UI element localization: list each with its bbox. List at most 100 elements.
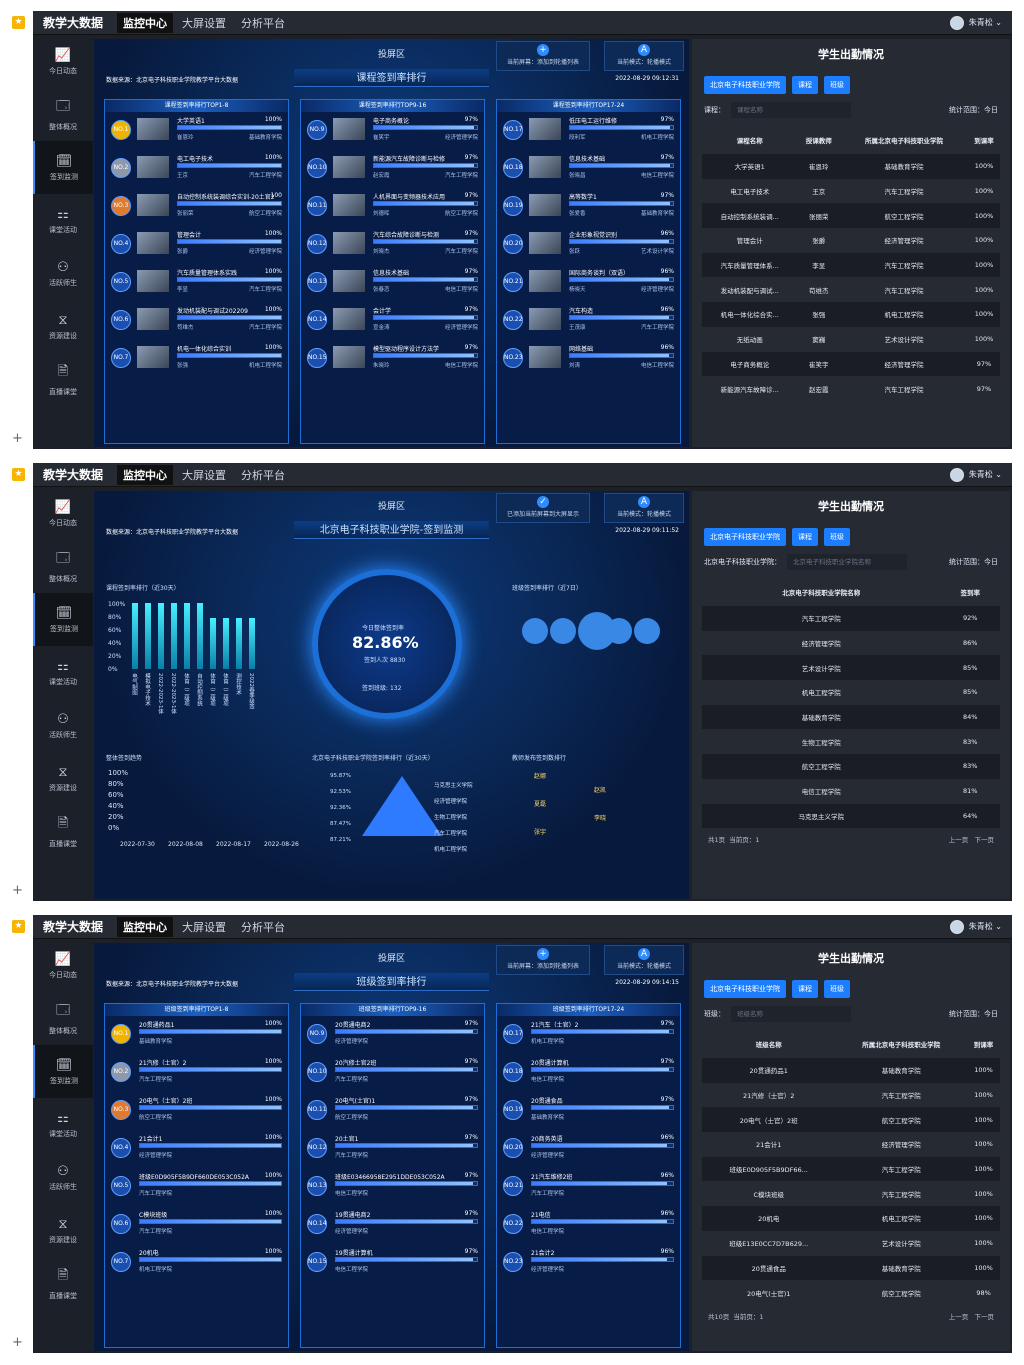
ranking-row[interactable]: NO.20 20商务英语 96% 经济管理学院: [497, 1130, 680, 1168]
sidebar-item-3[interactable]: ⚏ 课堂活动: [33, 194, 93, 247]
sidebar-item-5[interactable]: ⧖ 资源建设: [33, 1204, 93, 1257]
filter-button-2[interactable]: 班级: [824, 528, 850, 546]
filter-button-1[interactable]: 课程: [792, 528, 818, 546]
ranking-row[interactable]: NO.3 自动控制系统装调综合实训-20土官2 100 张丽荣 航空工程学院: [105, 188, 288, 226]
ranking-row[interactable]: NO.14 会计学 97% 宣金涛 经济管理学院: [301, 302, 484, 340]
search-input[interactable]: 班级名称: [731, 1006, 851, 1022]
ranking-row[interactable]: NO.11 20电气(士官)1 97% 航空工程学院: [301, 1092, 484, 1130]
table-row[interactable]: 电信工程学院 81%: [702, 779, 1000, 804]
ranking-row[interactable]: NO.1 大学英语1 100% 崔恩玲 基础教育学院: [105, 112, 288, 150]
filter-button-0[interactable]: 北京电子科技职业学院: [704, 980, 786, 998]
table-row[interactable]: 管理会计 张爵 经济管理学院 100%: [702, 228, 1000, 253]
table-row[interactable]: 大学英语1 崔恩玲 基础教育学院 100%: [702, 154, 1000, 179]
ranking-row[interactable]: NO.4 21会计1 100% 经济管理学院: [105, 1130, 288, 1168]
table-row[interactable]: 无纸动画 窦巍 艺术设计学院 100%: [702, 327, 1000, 352]
sidebar-item-0[interactable]: 📈 今日动态: [33, 35, 93, 88]
table-row[interactable]: 自动控制系统装调... 张丽荣 航空工程学院 100%: [702, 203, 1000, 229]
table-row[interactable]: 经济管理学院 86%: [702, 631, 1000, 656]
add-icon[interactable]: +: [12, 1335, 23, 1350]
sidebar-item-5[interactable]: ⧖ 资源建设: [33, 752, 93, 805]
table-row[interactable]: 航空工程学院 83%: [702, 754, 1000, 779]
mode-button[interactable]: A 当前模式：轮播模式: [604, 945, 684, 975]
ranking-row[interactable]: NO.22 21电信 96% 电信工程学院: [497, 1206, 680, 1244]
search-input[interactable]: 课程名称: [731, 102, 851, 118]
next-page-button[interactable]: 下一页: [974, 1312, 995, 1321]
sidebar-item-1[interactable]: 🗔 整体概况: [33, 540, 93, 593]
table-row[interactable]: 20贯通食品 基础教育学院 100%: [702, 1255, 1000, 1281]
tab-1[interactable]: 大屏设置: [182, 920, 227, 934]
ranking-row[interactable]: NO.1 20贯通药品1 100% 基础教育学院: [105, 1016, 288, 1054]
add-icon[interactable]: +: [12, 431, 23, 446]
table-row[interactable]: 21汽修（士官）2 汽车工程学院 100%: [702, 1083, 1000, 1108]
ranking-row[interactable]: NO.10 20汽修士官2班 97% 汽车工程学院: [301, 1054, 484, 1092]
ranking-row[interactable]: NO.5 班级E0D905F5B9DF660DE053C052A8C0F79D 10…: [105, 1168, 288, 1206]
user-menu[interactable]: 朱青松 ⌄: [949, 467, 1002, 482]
ranking-row[interactable]: NO.13 信息技术基础 97% 张春恋 电信工程学院: [301, 264, 484, 302]
sidebar-item-3[interactable]: ⚏ 课堂活动: [33, 1098, 93, 1151]
ranking-row[interactable]: NO.5 汽车质量管理体系实践 100% 李显 汽车工程学院: [105, 264, 288, 302]
table-row[interactable]: 20电气（士官）2班 航空工程学院 100%: [702, 1107, 1000, 1133]
ranking-row[interactable]: NO.6 发动机装配与调试202209 100% 苟维杰 汽车工程学院: [105, 302, 288, 340]
mode-button[interactable]: A 当前模式：轮播模式: [604, 41, 684, 71]
table-row[interactable]: 新能源汽车故障诊... 赵宏霞 汽车工程学院 97%: [702, 376, 1000, 401]
tab-2[interactable]: 分析平台: [241, 468, 286, 482]
sidebar-item-4[interactable]: ⚇ 活跃师生: [33, 699, 93, 752]
user-menu[interactable]: 朱青松 ⌄: [949, 15, 1002, 30]
favorite-star-icon[interactable]: ★: [12, 16, 25, 29]
filter-button-0[interactable]: 北京电子科技职业学院: [704, 76, 786, 94]
sidebar-item-2[interactable]: 🗓 签到监测: [33, 141, 93, 194]
ranking-row[interactable]: NO.14 19贯通电商2 97% 经济管理学院: [301, 1206, 484, 1244]
add-screen-button[interactable]: + 当前屏幕：添加到轮播列表: [496, 945, 590, 975]
table-row[interactable]: 生物工程学院 83%: [702, 729, 1000, 754]
ranking-row[interactable]: NO.9 电子商务概论 97% 崔笑宇 经济管理学院: [301, 112, 484, 150]
user-menu[interactable]: 朱青松 ⌄: [949, 919, 1002, 934]
table-row[interactable]: 发动机装配与调试... 苟维杰 汽车工程学院 100%: [702, 277, 1000, 302]
table-row[interactable]: 班级E13E0CC7D7B629... 艺术设计学院 100%: [702, 1231, 1000, 1256]
sidebar-item-6[interactable]: 🗎 直播课堂: [33, 1257, 93, 1310]
ranking-row[interactable]: NO.23 网络基础 96% 刘涛 电信工程学院: [497, 340, 680, 378]
ranking-row[interactable]: NO.2 电工电子技术 100% 王京 汽车工程学院: [105, 150, 288, 188]
prev-page-button[interactable]: 上一页: [948, 836, 969, 845]
favorite-star-icon[interactable]: ★: [12, 468, 25, 481]
add-screen-button[interactable]: ✓ 已添加当前屏幕到大屏显示: [496, 493, 590, 523]
sidebar-item-4[interactable]: ⚇ 活跃师生: [33, 247, 93, 300]
table-row[interactable]: 机电工程学院 85%: [702, 680, 1000, 705]
sidebar-item-5[interactable]: ⧖ 资源建设: [33, 300, 93, 353]
sidebar-item-1[interactable]: 🗔 整体概况: [33, 88, 93, 141]
ranking-row[interactable]: NO.13 班级E03466958E2951DDE053C052A8C00822 9…: [301, 1168, 484, 1206]
mode-button[interactable]: A 当前模式：轮播模式: [604, 493, 684, 523]
tab-1[interactable]: 大屏设置: [182, 468, 227, 482]
ranking-row[interactable]: NO.7 20机电 100% 机电工程学院: [105, 1244, 288, 1282]
filter-button-2[interactable]: 班级: [824, 980, 850, 998]
ranking-row[interactable]: NO.2 21汽修（士官）2 100% 汽车工程学院: [105, 1054, 288, 1092]
table-row[interactable]: 20电气(士官)1 航空工程学院 98%: [702, 1280, 1000, 1305]
add-icon[interactable]: +: [12, 883, 23, 898]
table-row[interactable]: 电子商务概论 崔笑宇 经济管理学院 97%: [702, 351, 1000, 377]
table-row[interactable]: 20机电 机电工程学院 100%: [702, 1206, 1000, 1231]
table-row[interactable]: 20贯通药品1 基础教育学院 100%: [702, 1058, 1000, 1083]
ranking-row[interactable]: NO.18 20贯通计算机 97% 电信工程学院: [497, 1054, 680, 1092]
table-row[interactable]: C模块班级 汽车工程学院 100%: [702, 1181, 1000, 1206]
ranking-row[interactable]: NO.15 模型驱动程序设计方法学 97% 朱晓玲 电信工程学院: [301, 340, 484, 378]
ranking-row[interactable]: NO.11 人机界面与变频器技术应用 97% 刘德晖 航空工程学院: [301, 188, 484, 226]
sidebar-item-2[interactable]: 🗓 签到监测: [33, 593, 93, 646]
sidebar-item-6[interactable]: 🗎 直播课堂: [33, 353, 93, 406]
table-row[interactable]: 汽车质量管理体系... 李显 汽车工程学院 100%: [702, 252, 1000, 278]
favorite-star-icon[interactable]: ★: [12, 920, 25, 933]
ranking-row[interactable]: NO.20 企业形象视觉识别 96% 张跃 艺术设计学院: [497, 226, 680, 264]
table-row[interactable]: 21会计1 经济管理学院 100%: [702, 1132, 1000, 1157]
ranking-row[interactable]: NO.12 汽车综合故障诊断与检测 97% 刘晓杰 汽车工程学院: [301, 226, 484, 264]
ranking-row[interactable]: NO.18 信息技术基础 97% 张晓昌 电信工程学院: [497, 150, 680, 188]
tab-0[interactable]: 监控中心: [117, 464, 174, 485]
ranking-row[interactable]: NO.21 国际商务谈判（双语） 96% 杨晓天 经济管理学院: [497, 264, 680, 302]
ranking-row[interactable]: NO.17 低压电工运行维修 97% 段利军 机电工程学院: [497, 112, 680, 150]
ranking-row[interactable]: NO.12 20土官1 97% 汽车工程学院: [301, 1130, 484, 1168]
ranking-row[interactable]: NO.3 20电气（士官）2班 100% 航空工程学院: [105, 1092, 288, 1130]
prev-page-button[interactable]: 上一页: [948, 1312, 969, 1321]
ranking-row[interactable]: NO.10 新能源汽车故障诊断与检修 97% 赵宏霞 汽车工程学院: [301, 150, 484, 188]
filter-button-1[interactable]: 课程: [792, 76, 818, 94]
ranking-row[interactable]: NO.7 机电一体化综合实训 100% 张强 机电工程学院: [105, 340, 288, 378]
sidebar-item-0[interactable]: 📈 今日动态: [33, 487, 93, 540]
ranking-row[interactable]: NO.23 21会计2 96% 经济管理学院: [497, 1244, 680, 1282]
sidebar-item-6[interactable]: 🗎 直播课堂: [33, 805, 93, 858]
